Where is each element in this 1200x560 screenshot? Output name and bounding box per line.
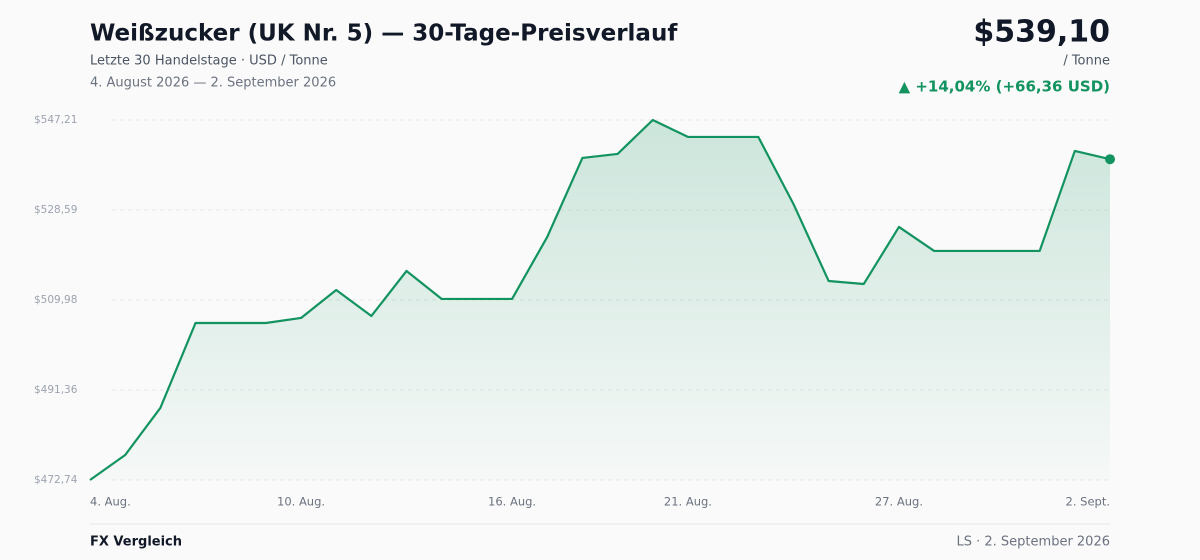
line — [89, 118, 1111, 481]
x-tick-label: 27. Aug. — [875, 495, 923, 509]
price: $539,10 — [973, 15, 1110, 50]
y-tick-label: $491,36 — [34, 384, 78, 396]
y-tick-label: $509,98 — [34, 294, 77, 306]
chart-title: Weißzucker (UK Nr. 5) — 30-Tage-Preisver… — [90, 21, 678, 47]
last-point — [1105, 154, 1115, 165]
x-tick-label: 2. Sept. — [1066, 495, 1110, 509]
y-tick-label: $547,21 — [34, 114, 77, 126]
x-tick-label: 10. Aug. — [277, 495, 325, 509]
x-tick-label: 4. Aug. — [90, 495, 131, 509]
x-tick-label: 21. Aug. — [664, 495, 712, 509]
x-tick-label: 16. Aug. — [488, 495, 536, 509]
date-range: 4. August 2026 — 2. September 2026 — [90, 76, 336, 91]
subtitle: Letzte 30 Handelstage · USD / Tonne — [90, 54, 328, 69]
y-tick-label: $528,59 — [34, 204, 77, 216]
unit: / Tonne — [1063, 54, 1110, 69]
area — [90, 120, 1110, 480]
y-tick-label: $472,74 — [34, 474, 78, 486]
footer-brand: FX Vergleich — [90, 535, 182, 550]
footer-date: LS · 2. September 2026 — [957, 535, 1111, 550]
change: ▲ +14,04% (+66,36 USD) — [899, 78, 1110, 96]
